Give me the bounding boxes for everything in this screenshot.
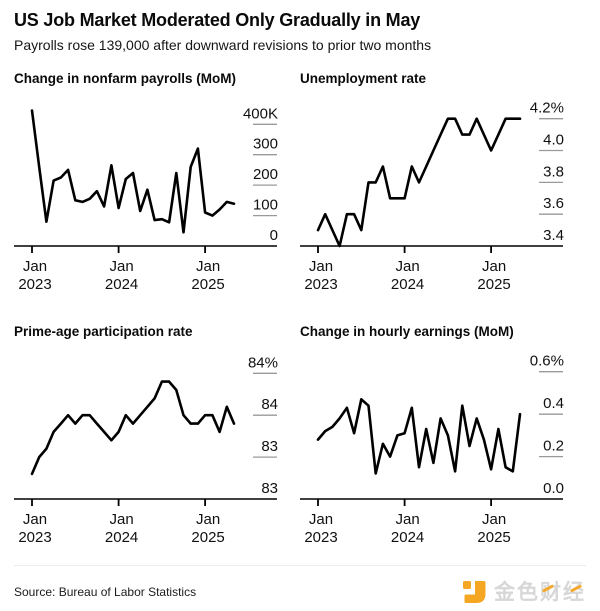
- x-tick-label-year: 2023: [18, 529, 51, 546]
- chart-panel-nonfarm-payrolls: Change in nonfarm payrolls (MoM) 400K 300…: [14, 71, 300, 298]
- charts-grid: Change in nonfarm payrolls (MoM) 400K 300…: [14, 71, 586, 551]
- jinse-finance-logo: 金色财经: [463, 580, 586, 604]
- y-tick-label: 0.4: [543, 395, 564, 412]
- x-tick-label-month: Jan: [396, 511, 420, 528]
- chart-title: Unemployment rate: [300, 71, 427, 86]
- x-tick-label-month: Jan: [309, 258, 333, 275]
- y-tick-label: 0.2: [543, 438, 564, 455]
- page-title: US Job Market Moderated Only Gradually i…: [14, 10, 421, 30]
- source-note: Source: Bureau of Labor Statistics: [14, 585, 197, 599]
- header: US Job Market Moderated Only Gradually i…: [14, 10, 586, 53]
- y-tick-label: 200: [253, 166, 278, 183]
- x-tick-label-month: Jan: [110, 258, 134, 275]
- x-tick-label-year: 2023: [304, 276, 337, 293]
- y-tick-label: 84: [261, 396, 278, 413]
- y-tick-label: 84%: [248, 354, 278, 371]
- x-tick-label-year: 2025: [477, 276, 510, 293]
- y-tick-label: 83: [261, 480, 278, 497]
- page-subtitle: Payrolls rose 139,000 after downward rev…: [14, 37, 432, 53]
- x-tick-label-year: 2024: [105, 529, 138, 546]
- chart-title: Change in hourly earnings (MoM): [300, 324, 514, 339]
- data-line: [30, 380, 236, 476]
- y-tick-label: 3.6: [543, 195, 564, 212]
- data-line: [30, 109, 236, 234]
- y-tick-label: 100: [253, 197, 278, 214]
- x-tick-label-year: 2023: [18, 276, 51, 293]
- x-tick-label-year: 2023: [304, 529, 337, 546]
- data-line: [316, 397, 522, 475]
- jinse-logo-icon: [463, 581, 486, 603]
- chart-canvas-nonfarm-payrolls: 400K 300 200 100 0 Jan 2023 Jan 2024 Jan 2025: [14, 96, 300, 298]
- chart-canvas-hourly-earnings: 0.6% 0.4 0.2 0.0 Jan 2023 Jan 2024 Jan 2025: [300, 349, 586, 551]
- y-tick-label: 4.2%: [530, 100, 564, 117]
- footer: Source: Bureau of Labor Statistics 金色财经: [14, 565, 586, 604]
- y-tick-label: 83: [261, 438, 278, 455]
- x-tick-label-month: Jan: [396, 258, 420, 275]
- chart-canvas-unemployment-rate: 4.2% 4.0 3.8 3.6 3.4 Jan 2023 Jan 2024 Jan 2025: [300, 96, 586, 298]
- x-tick-label-month: Jan: [23, 258, 47, 275]
- x-tick-label-year: 2025: [191, 276, 224, 293]
- chart-panel-prime-age-participation: Prime-age participation rate 84% 84 83 83 Ja…: [14, 324, 300, 551]
- x-tick-label-year: 2024: [391, 529, 424, 546]
- x-tick-label-month: Jan: [196, 258, 220, 275]
- x-tick-label-month: Jan: [482, 511, 506, 528]
- x-tick-label-month: Jan: [196, 511, 220, 528]
- x-tick-label-month: Jan: [482, 258, 506, 275]
- x-tick-label-year: 2025: [477, 529, 510, 546]
- x-tick-label-year: 2024: [105, 276, 138, 293]
- x-tick-label-year: 2025: [191, 529, 224, 546]
- chart-title: Change in nonfarm payrolls (MoM): [14, 71, 237, 86]
- logo-text: 金色财经: [494, 580, 586, 604]
- y-tick-label: 3.8: [543, 163, 564, 180]
- y-tick-label: 300: [253, 136, 278, 153]
- y-tick-label: 0.0: [543, 480, 564, 497]
- y-tick-label: 0: [270, 227, 278, 244]
- x-tick-label-month: Jan: [110, 511, 134, 528]
- chart-panel-hourly-earnings: Change in hourly earnings (MoM) 0.6% 0.4 0…: [300, 324, 586, 551]
- data-line: [316, 117, 522, 248]
- chart-panel-unemployment-rate: Unemployment rate 4.2% 4.0 3.8 3.6 3.4 Jan 202…: [300, 71, 586, 298]
- y-tick-label: 400K: [243, 105, 278, 122]
- x-tick-label-month: Jan: [23, 511, 47, 528]
- x-tick-label-month: Jan: [309, 511, 333, 528]
- y-tick-label: 0.6%: [530, 353, 564, 370]
- y-tick-label: 4.0: [543, 132, 564, 149]
- x-tick-label-year: 2024: [391, 276, 424, 293]
- chart-title: Prime-age participation rate: [14, 324, 193, 339]
- chart-canvas-prime-age-participation: 84% 84 83 83 Jan 2023 Jan 2024 Jan 2025: [14, 349, 300, 551]
- y-tick-label: 3.4: [543, 227, 564, 244]
